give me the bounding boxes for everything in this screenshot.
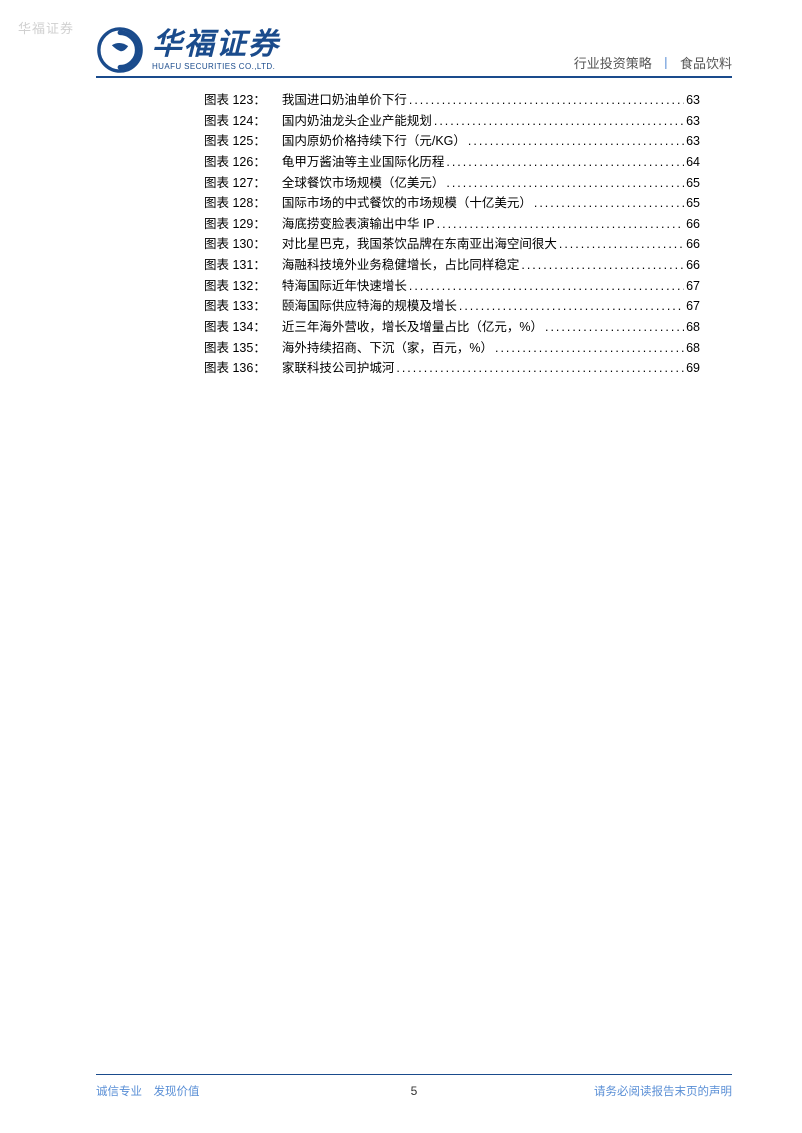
logo-text-cn: 华福证券 [152, 30, 280, 60]
toc-label: 图表 129： [204, 214, 266, 235]
toc-leader [521, 255, 684, 276]
toc-row: 图表 136： 家联科技公司护城河 69 [204, 358, 700, 379]
toc-leader [434, 111, 684, 132]
header: 华福证券 HUAFU SECURITIES CO.,LTD. 行业投资策略 丨 … [96, 24, 732, 76]
toc-title: 颐海国际供应特海的规模及增长 [282, 296, 457, 317]
header-category: 行业投资策略 [574, 56, 652, 71]
table-of-figures: 图表 123： 我国进口奶油单价下行 63 图表 124： 国内奶油龙头企业产能规划 63… [204, 90, 700, 379]
toc-label: 图表 127： [204, 173, 266, 194]
toc-leader [534, 193, 684, 214]
toc-row: 图表 125： 国内原奶价格持续下行（元/KG） 63 [204, 131, 700, 152]
toc-page: 66 [686, 234, 700, 255]
toc-label: 图表 128： [204, 193, 266, 214]
toc-leader [545, 317, 684, 338]
toc-row: 图表 129： 海底捞变脸表演输出中华 IP 66 [204, 214, 700, 235]
toc-page: 65 [686, 173, 700, 194]
logo-text-block: 华福证券 HUAFU SECURITIES CO.,LTD. [152, 30, 280, 71]
toc-page: 67 [686, 296, 700, 317]
toc-leader [437, 214, 684, 235]
toc-page: 67 [686, 276, 700, 297]
toc-leader [446, 173, 684, 194]
logo-icon [96, 26, 144, 74]
toc-leader [468, 131, 684, 152]
toc-label: 图表 123： [204, 90, 266, 111]
toc-label: 图表 130： [204, 234, 266, 255]
header-sector: 食品饮料 [680, 56, 732, 71]
toc-page: 63 [686, 90, 700, 111]
toc-page: 66 [686, 214, 700, 235]
toc-title: 国际市场的中式餐饮的市场规模（十亿美元） [282, 193, 532, 214]
toc-row: 图表 131： 海融科技境外业务稳健增长，占比同样稳定 66 [204, 255, 700, 276]
toc-title: 海融科技境外业务稳健增长，占比同样稳定 [282, 255, 520, 276]
toc-label: 图表 124： [204, 111, 266, 132]
footer-disclaimer: 请务必阅读报告末页的声明 [594, 1083, 732, 1099]
header-separator: 丨 [659, 56, 672, 71]
toc-row: 图表 127： 全球餐饮市场规模（亿美元） 65 [204, 173, 700, 194]
toc-title: 海底捞变脸表演输出中华 IP [282, 214, 435, 235]
toc-leader [559, 234, 684, 255]
toc-label: 图表 126： [204, 152, 266, 173]
toc-leader [495, 338, 684, 359]
toc-page: 68 [686, 317, 700, 338]
logo-text-en: HUAFU SECURITIES CO.,LTD. [152, 62, 280, 71]
toc-title: 对比星巴克，我国茶饮品牌在东南亚出海空间很大 [282, 234, 557, 255]
header-rule [96, 76, 732, 78]
toc-title: 我国进口奶油单价下行 [282, 90, 407, 111]
toc-row: 图表 126： 龟甲万酱油等主业国际化历程 64 [204, 152, 700, 173]
toc-title: 龟甲万酱油等主业国际化历程 [282, 152, 445, 173]
footer-rule [96, 1074, 732, 1075]
toc-label: 图表 132： [204, 276, 266, 297]
toc-leader [459, 296, 684, 317]
toc-row: 图表 123： 我国进口奶油单价下行 63 [204, 90, 700, 111]
toc-title: 海外持续招商、下沉（家，百元，%） [282, 338, 493, 359]
page: 华福证券 华福证券 HUAFU SECURITIES CO.,LTD. 行业投资… [0, 0, 802, 1133]
toc-page: 68 [686, 338, 700, 359]
footer: 诚信专业 发现价值 5 请务必阅读报告末页的声明 [96, 1083, 732, 1099]
toc-label: 图表 131： [204, 255, 266, 276]
toc-leader [396, 358, 684, 379]
toc-label: 图表 133： [204, 296, 266, 317]
toc-leader [409, 276, 684, 297]
toc-page: 63 [686, 111, 700, 132]
header-right: 行业投资策略 丨 食品饮料 [574, 53, 732, 72]
watermark: 华福证券 [18, 18, 74, 37]
toc-label: 图表 135： [204, 338, 266, 359]
toc-row: 图表 132： 特海国际近年快速增长 67 [204, 276, 700, 297]
toc-title: 特海国际近年快速增长 [282, 276, 407, 297]
toc-row: 图表 133： 颐海国际供应特海的规模及增长 67 [204, 296, 700, 317]
toc-row: 图表 135： 海外持续招商、下沉（家，百元，%） 68 [204, 338, 700, 359]
toc-page: 69 [686, 358, 700, 379]
toc-row: 图表 128： 国际市场的中式餐饮的市场规模（十亿美元） 65 [204, 193, 700, 214]
toc-title: 家联科技公司护城河 [282, 358, 395, 379]
toc-page: 63 [686, 131, 700, 152]
toc-row: 图表 130： 对比星巴克，我国茶饮品牌在东南亚出海空间很大 66 [204, 234, 700, 255]
toc-page: 64 [686, 152, 700, 173]
toc-page: 65 [686, 193, 700, 214]
footer-left: 诚信专业 发现价值 [96, 1083, 200, 1099]
toc-title: 国内原奶价格持续下行（元/KG） [282, 131, 466, 152]
toc-row: 图表 124： 国内奶油龙头企业产能规划 63 [204, 111, 700, 132]
toc-label: 图表 136： [204, 358, 266, 379]
logo-block: 华福证券 HUAFU SECURITIES CO.,LTD. [96, 26, 280, 74]
toc-label: 图表 125： [204, 131, 266, 152]
toc-label: 图表 134： [204, 317, 266, 338]
toc-leader [446, 152, 684, 173]
toc-title: 国内奶油龙头企业产能规划 [282, 111, 432, 132]
toc-leader [409, 90, 684, 111]
toc-title: 全球餐饮市场规模（亿美元） [282, 173, 445, 194]
toc-row: 图表 134： 近三年海外营收，增长及增量占比（亿元，%） 68 [204, 317, 700, 338]
page-number: 5 [411, 1084, 418, 1098]
toc-title: 近三年海外营收，增长及增量占比（亿元，%） [282, 317, 543, 338]
toc-page: 66 [686, 255, 700, 276]
